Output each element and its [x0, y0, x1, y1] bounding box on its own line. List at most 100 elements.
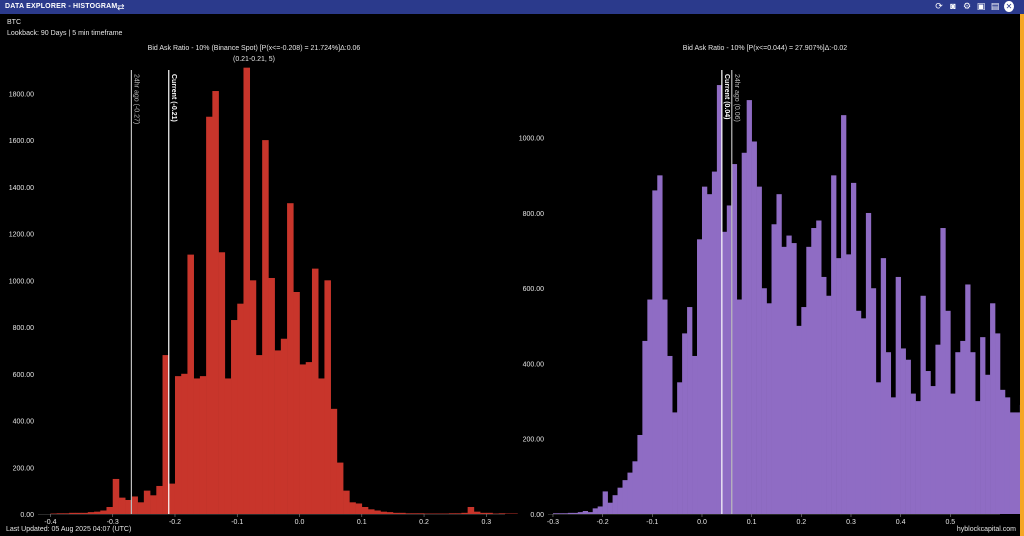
histogram-bar — [781, 246, 787, 514]
x-tick-label: 0.3 — [481, 519, 491, 526]
histogram-bar — [199, 376, 207, 514]
histogram-bar — [106, 506, 114, 514]
y-tick-label: 1200.00 — [9, 232, 34, 239]
histogram-bar — [826, 295, 832, 514]
title-bar: DATA EXPLORER - HISTOGRAM ⇄ ⟳ ◙ ⚙ ▣ ▤ ✕ — [0, 0, 1024, 14]
histogram-bar — [850, 182, 857, 514]
histogram-bar — [112, 478, 120, 514]
window-title: DATA EXPLORER - HISTOGRAM — [5, 3, 118, 10]
histogram-bar — [905, 359, 911, 514]
histogram-bar — [726, 205, 733, 514]
save-icon[interactable]: ▣ — [976, 1, 986, 11]
x-tick-label: -0.3 — [547, 519, 559, 526]
histogram-bar — [935, 344, 941, 514]
close-icon[interactable]: ✕ — [1004, 1, 1014, 12]
histogram-bar — [597, 506, 603, 514]
histogram-bar — [701, 186, 708, 514]
histogram-bar — [736, 299, 743, 514]
swap-icon[interactable]: ⇄ — [117, 2, 125, 12]
histogram-bar — [662, 299, 668, 514]
histogram-bar — [677, 382, 683, 514]
histogram-bar — [131, 496, 138, 514]
y-tick-label: 200.00 — [13, 465, 35, 472]
histogram-bar — [652, 190, 658, 514]
y-tick-label: 1000.00 — [519, 136, 544, 143]
histogram-bar — [627, 472, 633, 514]
histogram-bar — [405, 513, 412, 514]
histogram-bar — [330, 408, 338, 514]
histogram-bar — [417, 513, 425, 514]
histogram-bar — [801, 307, 807, 514]
histogram-bar — [557, 513, 564, 514]
histogram-bar — [642, 340, 648, 514]
histogram-bar — [324, 280, 331, 514]
histogram-bar — [274, 350, 282, 514]
save-copy-icon[interactable]: ▤ — [990, 1, 1000, 11]
histogram-bar — [218, 252, 226, 514]
y-tick-label: 0.00 — [20, 512, 34, 519]
last-updated: Last Updated: 05 Aug 2025 04:07 (UTC) — [6, 526, 132, 533]
histogram-bar — [162, 355, 170, 514]
chart-subtitle: (0.21-0.21, 5) — [233, 56, 275, 63]
histogram-bar — [920, 295, 926, 514]
histogram-bar — [692, 355, 698, 514]
histogram-bar — [187, 254, 194, 515]
x-tick-label: 0.4 — [896, 519, 906, 526]
histogram-bar — [299, 364, 307, 514]
histogram-bar — [287, 203, 294, 514]
histogram-bar — [955, 352, 961, 514]
histogram-bar — [975, 401, 981, 514]
brand-label: hyblockcapital.com — [956, 526, 1016, 533]
camera-icon[interactable]: ◙ — [950, 1, 956, 11]
histogram-bar — [399, 512, 406, 514]
histogram-bar — [682, 333, 688, 514]
histogram-bar — [255, 355, 263, 514]
settings-icon[interactable]: ⚙ — [962, 1, 972, 11]
histogram-bar — [224, 378, 232, 514]
histogram-bar — [746, 100, 752, 514]
histogram-bar — [950, 393, 956, 514]
marker-label: 24hr ago (-0.27) — [132, 74, 139, 124]
histogram-bar — [706, 194, 713, 515]
y-tick-label: 1000.00 — [9, 278, 34, 285]
histogram-bar — [473, 511, 481, 514]
histogram-bar — [612, 495, 618, 514]
histogram-bar — [567, 512, 574, 514]
histogram-bar — [657, 175, 663, 515]
refresh-icon[interactable]: ⟳ — [935, 1, 943, 11]
histogram-bar — [311, 268, 319, 514]
histogram-bar — [875, 382, 882, 514]
histogram-bar — [667, 355, 673, 514]
histogram-bar — [69, 512, 76, 514]
histogram-bar — [498, 513, 506, 514]
histogram-bar — [467, 506, 475, 514]
histogram-bar — [361, 506, 369, 514]
histogram-bar — [865, 212, 872, 515]
histogram-bar — [349, 502, 356, 514]
histogram-bar — [607, 502, 613, 514]
histogram-bar — [672, 412, 678, 514]
histogram-bar — [860, 318, 867, 514]
histogram-bar — [94, 511, 101, 514]
histogram-bar — [930, 386, 936, 514]
histogram-bar — [1004, 397, 1011, 514]
histogram-bar — [374, 510, 381, 514]
histogram-bar — [368, 509, 375, 514]
histogram-bar — [766, 303, 772, 514]
histogram-bar — [486, 512, 493, 514]
chart-title: Bid Ask Ratio - 10% (Binance Spot) [P(x<… — [148, 45, 361, 52]
marker-label: 24hr ago (0.06) — [733, 74, 740, 122]
histogram-bar — [587, 512, 594, 514]
histogram-bar — [562, 513, 569, 514]
histogram-bar — [910, 393, 916, 514]
histogram-bar — [980, 337, 986, 514]
histogram-bar — [386, 512, 394, 514]
histogram-bar — [716, 85, 723, 515]
histogram-bar — [150, 495, 157, 514]
histogram-bar — [280, 338, 288, 514]
histogram-bar — [900, 348, 906, 514]
histogram-bar — [380, 511, 387, 514]
histogram-bar — [305, 362, 313, 514]
asset-label: BTC — [7, 19, 21, 26]
x-tick-label: 0.1 — [747, 519, 757, 526]
